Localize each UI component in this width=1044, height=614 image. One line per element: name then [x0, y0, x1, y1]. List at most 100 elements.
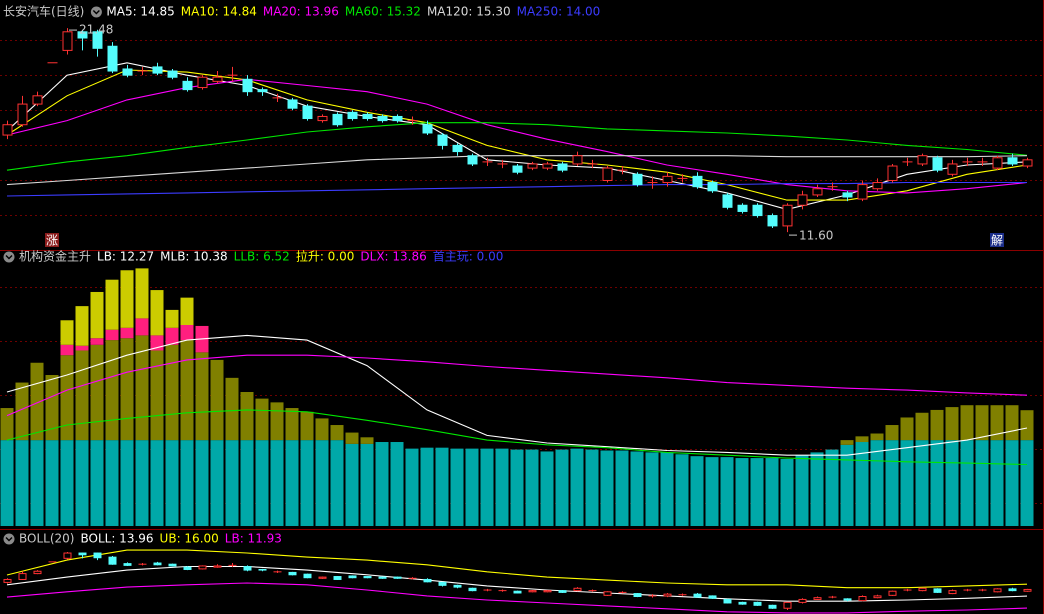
legend-label: MA120: 15.30 — [427, 5, 511, 19]
candle-body — [3, 578, 12, 583]
bar-segment — [165, 327, 179, 345]
bar-segment — [315, 440, 329, 526]
bar-segment — [750, 458, 764, 526]
bar-segment — [585, 449, 599, 526]
candle-body — [123, 563, 132, 566]
dropdown-icon[interactable] — [3, 533, 15, 545]
dropdown-icon[interactable] — [90, 6, 102, 18]
indicator-line — [6, 334, 1028, 456]
bar-segment — [375, 442, 389, 526]
candle-body — [318, 576, 327, 579]
bar-segment — [180, 297, 194, 325]
candle-body — [1008, 588, 1017, 592]
candle-body — [467, 155, 478, 165]
legend-label: MA250: 14.00 — [517, 5, 601, 19]
candle-body — [857, 184, 868, 200]
bar-segment — [810, 452, 824, 526]
bar-segment — [45, 440, 59, 526]
indicator-line — [6, 549, 1028, 589]
candle-body — [198, 565, 207, 570]
bar-segment — [315, 418, 329, 441]
candle-body — [947, 163, 958, 175]
annotation-label: 21.48 — [79, 23, 113, 37]
candle-body — [542, 163, 553, 169]
candle-body — [452, 144, 463, 153]
bar-segment — [945, 440, 959, 526]
candle-body — [602, 167, 613, 181]
candle-body — [737, 204, 748, 212]
bar-segment — [630, 451, 644, 526]
bar-segment — [180, 325, 194, 341]
candle-body — [813, 597, 822, 600]
candle-body — [798, 598, 807, 603]
bar-segment — [840, 440, 854, 445]
dropdown-chevron — [5, 537, 13, 542]
marker-badge — [990, 233, 1004, 247]
legend-label: 拉升: 0.00 — [296, 249, 355, 264]
bar-segment — [255, 398, 269, 441]
bar-segment — [210, 359, 224, 441]
legend-label: MA20: 13.96 — [263, 5, 339, 19]
legend-label: MA60: 15.32 — [345, 5, 421, 19]
bar-segment — [945, 407, 959, 441]
bar-segment — [930, 440, 944, 526]
candle-body — [527, 163, 538, 169]
candle-body — [197, 76, 208, 89]
candle-body — [2, 124, 13, 136]
candle-body — [707, 182, 718, 192]
candle-body — [317, 115, 328, 122]
candle-body — [632, 173, 643, 186]
bar-segment — [75, 440, 89, 526]
bar-segment — [885, 440, 899, 526]
bar-segment — [300, 411, 314, 441]
bar-segment — [165, 344, 179, 441]
legend-label: 长安汽车(日线) — [3, 4, 84, 19]
candle-body — [168, 563, 177, 567]
bar-segment — [735, 458, 749, 526]
candle-body — [362, 113, 373, 120]
bar-segment — [195, 352, 209, 441]
bar-segment — [0, 408, 14, 441]
bar-segment — [120, 440, 134, 526]
candle-body — [933, 588, 942, 593]
candle-body — [708, 595, 717, 599]
indicator-line — [6, 155, 1028, 186]
dropdown-chevron — [5, 255, 13, 260]
bar-segment — [825, 449, 839, 526]
candle-body — [573, 587, 582, 592]
bar-segment — [360, 437, 374, 444]
bar-segment — [540, 451, 554, 526]
candle-body — [797, 194, 808, 206]
candle-body — [453, 584, 462, 588]
bar-segment — [345, 443, 359, 526]
legend-label: MA5: 14.85 — [106, 5, 174, 19]
bar-segment — [180, 340, 194, 441]
candle-body — [393, 576, 402, 579]
bar-segment — [60, 320, 74, 345]
candle-body — [948, 590, 957, 595]
bar-segment — [180, 440, 194, 526]
candle-body — [558, 590, 567, 593]
bar-segment — [210, 440, 224, 526]
bar-segment — [105, 329, 119, 341]
marker-label: 涨 — [46, 233, 58, 248]
bar-segment — [615, 450, 629, 526]
legend-label: LLB: 6.52 — [234, 250, 290, 264]
bar-segment — [270, 440, 284, 526]
bar-segment — [360, 443, 374, 526]
dropdown-icon[interactable] — [3, 251, 15, 263]
candle-body — [378, 576, 387, 579]
candle-body — [842, 192, 853, 198]
bar-segment — [525, 449, 539, 526]
bar-segment — [420, 447, 434, 526]
bar-segment — [570, 448, 584, 526]
bar-segment — [150, 290, 164, 336]
bar-segment — [15, 382, 29, 441]
bar-segment — [960, 405, 974, 441]
bar-segment — [240, 392, 254, 441]
bar-segment — [60, 355, 74, 441]
candle-body — [242, 78, 253, 93]
bar-segment — [225, 440, 239, 526]
marker-badge — [45, 233, 59, 247]
annotation-label: 11.60 — [799, 229, 833, 243]
